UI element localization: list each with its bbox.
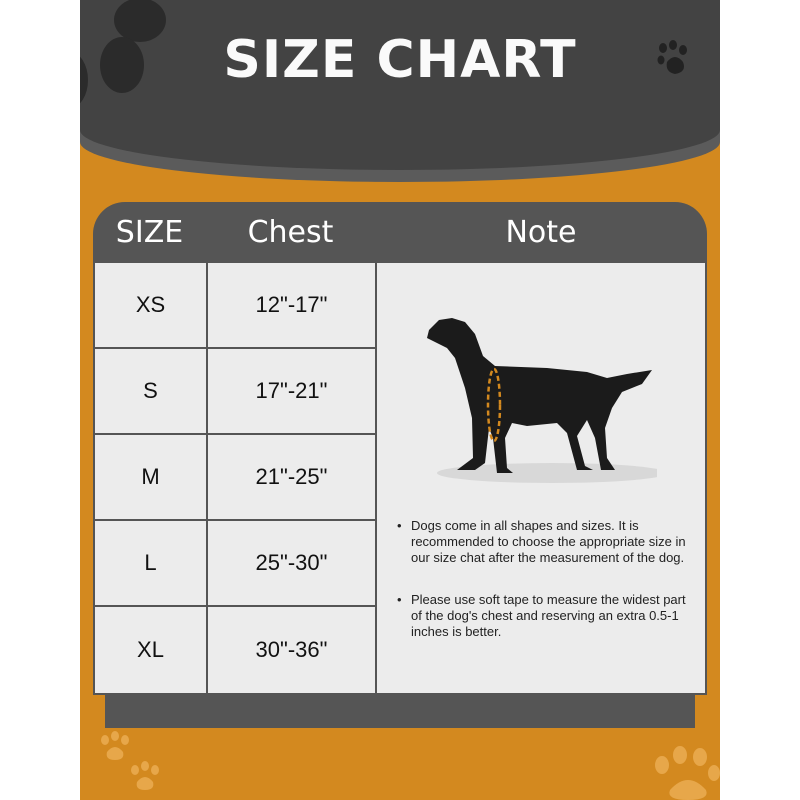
size-cell: L bbox=[95, 521, 208, 605]
table-footer-bar bbox=[105, 695, 695, 728]
paw-print-icon bbox=[80, 0, 166, 104]
chest-cell: 25"-30" bbox=[208, 521, 377, 605]
table-row: L 25"-30" bbox=[95, 521, 377, 607]
size-cell: XL bbox=[95, 607, 208, 693]
header-chest: Chest bbox=[247, 215, 334, 250]
dog-measurement-illustration bbox=[427, 318, 657, 483]
chest-cell: 30"-36" bbox=[208, 607, 377, 693]
note-item: Please use soft tape to measure the wide… bbox=[397, 592, 697, 640]
table-body: XS 12"-17" S 17"-21" M 21"-25" L 25"-30" XL 3… bbox=[93, 263, 707, 695]
chest-cell: 12"-17" bbox=[208, 263, 377, 347]
note-cell: Dogs come in all shapes and sizes. It is… bbox=[377, 263, 705, 693]
table-header: SIZE Chest Note bbox=[93, 202, 707, 263]
paw-print-icon bbox=[655, 746, 720, 800]
note-item: Dogs come in all shapes and sizes. It is… bbox=[397, 518, 697, 566]
size-cell: XS bbox=[95, 263, 208, 347]
chest-cell: 21"-25" bbox=[208, 435, 377, 519]
chest-cell: 17"-21" bbox=[208, 349, 377, 433]
table-row: XS 12"-17" bbox=[95, 263, 377, 349]
size-cell: S bbox=[95, 349, 208, 433]
paw-print-icon bbox=[657, 40, 687, 74]
table-row: M 21"-25" bbox=[95, 435, 377, 521]
header-note: Note bbox=[505, 215, 577, 250]
paw-print-icon bbox=[101, 731, 159, 790]
header-banner bbox=[80, 0, 720, 170]
header-size: SIZE bbox=[115, 215, 184, 250]
size-chart-poster: SIZE CHART SIZE Chest Note XS 12"-17" S 17… bbox=[80, 0, 720, 800]
notes-list: Dogs come in all shapes and sizes. It is… bbox=[397, 518, 697, 666]
table-row: S 17"-21" bbox=[95, 349, 377, 435]
page-title: SIZE CHART bbox=[223, 30, 577, 90]
table-row: XL 30"-36" bbox=[95, 607, 377, 693]
size-table: SIZE Chest Note XS 12"-17" S 17"-21" M 21"-… bbox=[93, 202, 707, 695]
size-cell: M bbox=[95, 435, 208, 519]
